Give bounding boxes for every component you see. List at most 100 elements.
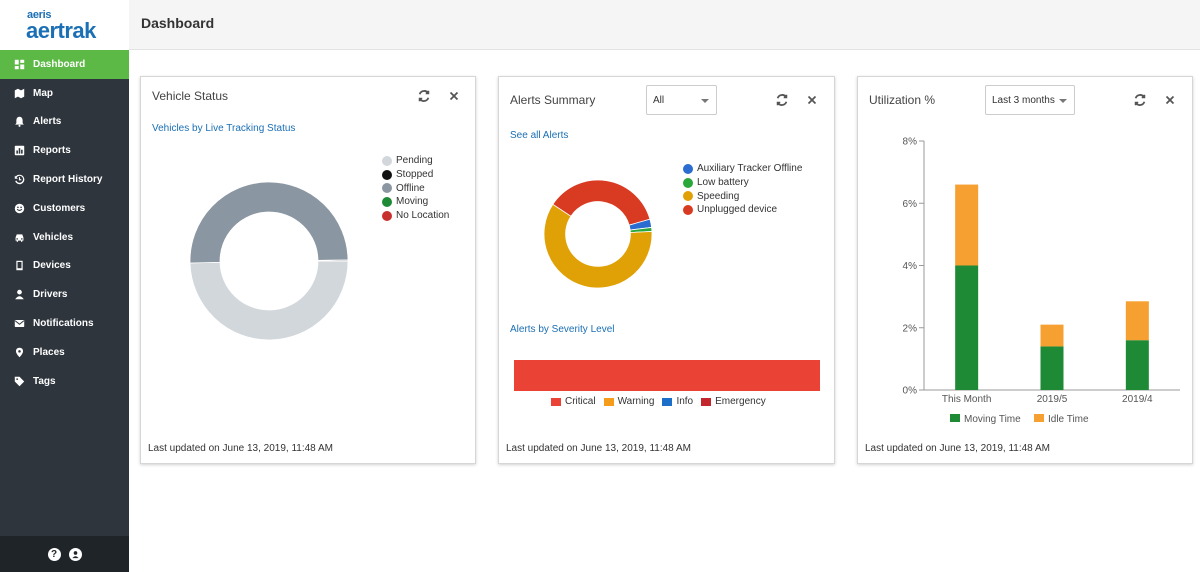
car-icon	[12, 230, 26, 244]
logo[interactable]: aeris aertrak	[0, 0, 129, 50]
legend-swatch	[683, 204, 693, 215]
vehicle-status-card: Vehicle Status Vehicles by Live Tracking…	[140, 76, 476, 464]
vehicle-status-updated: Last updated on June 13, 2019, 11:48 AM	[148, 443, 333, 454]
envelope-icon	[12, 317, 26, 331]
legend-swatch	[551, 397, 561, 406]
legend-swatch	[382, 169, 392, 180]
severity-legend-item[interactable]: Warning	[603, 396, 654, 407]
legend-item[interactable]: No Location	[382, 209, 449, 223]
donut-slice-unplugged-device[interactable]	[552, 179, 651, 226]
sidebar-item-notifications[interactable]: Notifications	[0, 309, 129, 338]
utilization-filter-select[interactable]: Last 3 months	[985, 85, 1075, 115]
close-icon[interactable]	[1163, 93, 1177, 107]
sidebar-item-customers[interactable]: Customers	[0, 194, 129, 223]
bar-moving-time[interactable]	[955, 265, 979, 391]
severity-legend: Critical Warning Info Emergency	[551, 396, 766, 407]
history-icon	[12, 173, 26, 187]
legend-swatch	[382, 183, 392, 194]
alerts-filter-select[interactable]: All	[646, 85, 717, 115]
smile-icon	[12, 201, 26, 215]
bar-moving-time[interactable]	[1125, 340, 1149, 390]
sidebar-item-label: Tags	[33, 375, 56, 387]
logo-product: aertrak	[26, 18, 96, 43]
sidebar-item-label: Map	[33, 87, 53, 99]
legend-item[interactable]: Pending	[382, 154, 449, 168]
legend-swatch	[382, 210, 392, 221]
legend-label: Pending	[396, 155, 433, 167]
top-bar: Dashboard	[129, 0, 1200, 50]
sidebar-item-alerts[interactable]: Alerts	[0, 108, 129, 137]
donut-slice-speeding[interactable]	[543, 203, 653, 289]
sidebar-item-report-history[interactable]: Report History	[0, 165, 129, 194]
bar-idle-time[interactable]	[1125, 301, 1149, 341]
help-icon[interactable]: ?	[47, 547, 61, 561]
sidebar-item-tags[interactable]: Tags	[0, 367, 129, 396]
legend-swatch	[603, 397, 614, 406]
severity-legend-item[interactable]: Emergency	[701, 396, 766, 407]
sidebar-item-label: Reports	[33, 145, 71, 157]
sidebar-nav: Dashboard Map Alerts Reports Report History C…	[0, 50, 129, 396]
sidebar-item-places[interactable]: Places	[0, 338, 129, 367]
see-all-alerts-link[interactable]: See all Alerts	[510, 130, 569, 141]
sidebar-item-vehicles[interactable]: Vehicles	[0, 223, 129, 252]
bar-moving-time[interactable]	[1040, 346, 1064, 390]
legend-item[interactable]: Moving	[382, 195, 449, 209]
severity-bar-critical	[514, 360, 820, 391]
sidebar-item-drivers[interactable]: Drivers	[0, 280, 129, 309]
legend-label: Low battery	[697, 177, 749, 189]
vehicle-status-title: Vehicle Status	[152, 89, 229, 103]
user-icon	[12, 288, 26, 302]
y-tick-label: 6%	[903, 199, 918, 210]
x-tick-label: 2019/4	[1122, 394, 1153, 405]
legend-label: Stopped	[396, 169, 434, 181]
donut-slice-stopped[interactable]	[317, 259, 349, 262]
donut-slice-pending[interactable]	[189, 260, 349, 341]
sidebar-item-devices[interactable]: Devices	[0, 252, 129, 281]
bar-chart-icon	[12, 144, 26, 158]
severity-legend-item[interactable]: Critical	[551, 396, 596, 407]
refresh-icon[interactable]	[775, 93, 789, 107]
close-icon[interactable]	[447, 89, 461, 103]
legend-item[interactable]: Unplugged device	[683, 203, 802, 217]
legend-item[interactable]: Stopped	[382, 168, 449, 182]
sidebar-item-label: Vehicles	[33, 231, 74, 243]
sidebar-item-label: Drivers	[33, 289, 68, 301]
dashboard-icon	[12, 57, 26, 71]
legend-label: Auxiliary Tracker Offline	[697, 163, 803, 175]
sidebar-item-dashboard[interactable]: Dashboard	[0, 50, 129, 79]
vehicle-status-donut-chart	[189, 181, 349, 341]
alerts-filter-value: All	[653, 94, 665, 106]
legend-item[interactable]: Offline	[382, 181, 449, 195]
bar-idle-time[interactable]	[1040, 324, 1064, 347]
utilization-title: Utilization %	[869, 93, 936, 107]
sidebar-item-reports[interactable]: Reports	[0, 136, 129, 165]
legend-swatch	[950, 414, 960, 422]
severity-legend-item[interactable]: Info	[662, 396, 693, 407]
legend-swatch	[382, 196, 392, 207]
legend-item[interactable]: Low battery	[683, 176, 802, 190]
severity-title[interactable]: Alerts by Severity Level	[510, 324, 615, 335]
vehicle-status-subtitle[interactable]: Vehicles by Live Tracking Status	[152, 123, 296, 134]
close-icon[interactable]	[805, 93, 819, 107]
user-circle-icon[interactable]	[68, 547, 82, 561]
y-tick-label: 4%	[903, 261, 918, 272]
alerts-legend: Auxiliary Tracker Offline Low battery Spee…	[683, 162, 802, 217]
legend-label: Speeding	[697, 190, 740, 202]
refresh-icon[interactable]	[417, 89, 431, 103]
sidebar-item-map[interactable]: Map	[0, 79, 129, 108]
legend-label: Moving	[396, 196, 429, 208]
legend-label: No Location	[396, 210, 450, 222]
bar-idle-time[interactable]	[955, 184, 979, 266]
map-icon	[12, 86, 26, 100]
sidebar-footer: ?	[0, 536, 129, 572]
legend-swatch	[683, 191, 693, 202]
legend-item[interactable]: Speeding	[683, 189, 802, 203]
legend-item[interactable]: Auxiliary Tracker Offline	[683, 162, 802, 176]
x-tick-label: This Month	[942, 394, 991, 405]
x-tick-label: 2019/5	[1037, 394, 1068, 405]
legend-swatch	[683, 177, 693, 188]
sidebar-item-label: Alerts	[33, 116, 62, 128]
refresh-icon[interactable]	[1133, 93, 1147, 107]
legend-swatch	[382, 155, 392, 166]
donut-slice-offline[interactable]	[189, 181, 349, 264]
